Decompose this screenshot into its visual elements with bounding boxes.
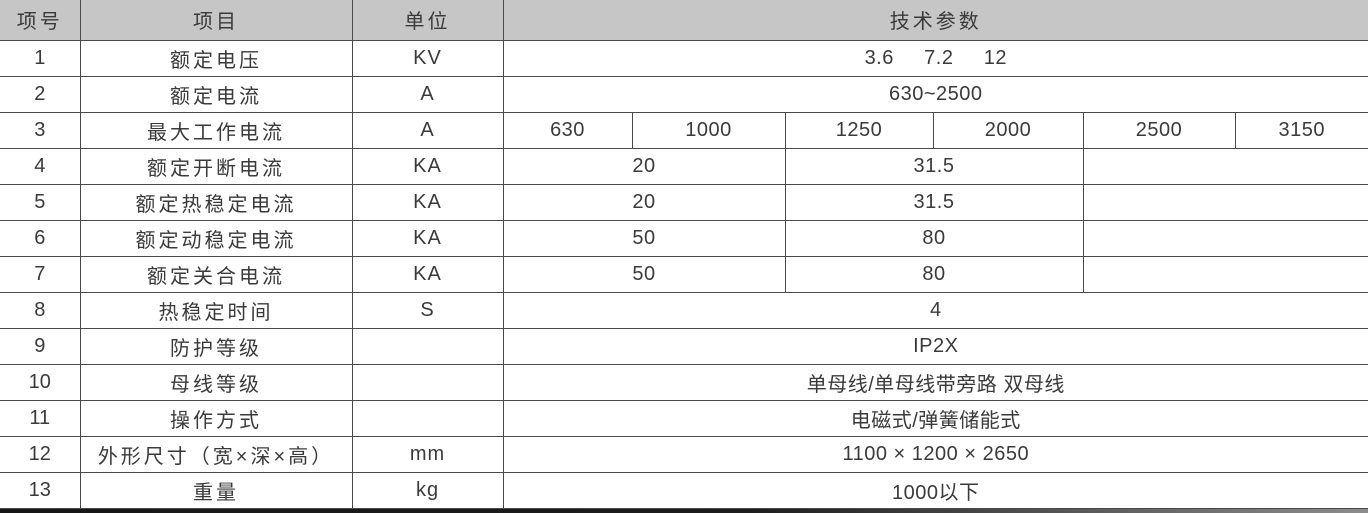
param-cell: 2500 bbox=[1082, 111, 1236, 149]
param-cell: 4 bbox=[502, 291, 1368, 329]
item-name-cell: 额定开断电流 bbox=[79, 147, 353, 185]
param-cell: 20 bbox=[502, 147, 786, 185]
item-name-cell: 最大工作电流 bbox=[79, 111, 353, 149]
item-name-cell: 防护等级 bbox=[79, 327, 353, 365]
item-no-cell: 8 bbox=[0, 291, 81, 329]
param-cell: 1000以下 bbox=[502, 471, 1368, 509]
unit-cell bbox=[351, 399, 504, 437]
table-row: 7 额定关合电流 KA 50 80 bbox=[0, 255, 1368, 293]
table-row: 10 母线等级 单母线/单母线带旁路 双母线 bbox=[0, 363, 1368, 401]
param-cell: 1250 bbox=[784, 111, 934, 149]
param-cell bbox=[1082, 255, 1368, 293]
item-no-cell: 11 bbox=[0, 399, 81, 437]
item-no-cell: 7 bbox=[0, 255, 81, 293]
header-item: 项目 bbox=[79, 0, 353, 41]
unit-cell: KV bbox=[351, 39, 504, 77]
item-name-cell: 操作方式 bbox=[79, 399, 353, 437]
param-cell: 80 bbox=[784, 219, 1084, 257]
unit-cell: KA bbox=[351, 147, 504, 185]
param-cell: 50 bbox=[502, 219, 786, 257]
table-row: 12 外形尺寸（宽×深×高） mm 1100 × 1200 × 2650 bbox=[0, 435, 1368, 473]
param-cell: 3.6 7.2 12 bbox=[502, 39, 1368, 77]
unit-cell: mm bbox=[351, 435, 504, 473]
item-no-cell: 5 bbox=[0, 183, 81, 221]
table-row: 4 额定开断电流 KA 20 31.5 bbox=[0, 147, 1368, 185]
unit-cell bbox=[351, 363, 504, 401]
bottom-border-rule bbox=[0, 508, 1368, 513]
item-no-cell: 3 bbox=[0, 111, 81, 149]
item-no-cell: 1 bbox=[0, 39, 81, 77]
item-name-cell: 额定关合电流 bbox=[79, 255, 353, 293]
param-cell: 3150 bbox=[1234, 111, 1368, 149]
header-item-no: 项号 bbox=[0, 0, 81, 41]
param-cell: 单母线/单母线带旁路 双母线 bbox=[502, 363, 1368, 401]
unit-cell: KA bbox=[351, 219, 504, 257]
item-name-cell: 外形尺寸（宽×深×高） bbox=[79, 435, 353, 473]
param-cell: 1000 bbox=[631, 111, 786, 149]
param-cell: 1100 × 1200 × 2650 bbox=[502, 435, 1368, 473]
header-row: 项号 项目 单位 技术参数 bbox=[0, 0, 1368, 41]
item-name-cell: 母线等级 bbox=[79, 363, 353, 401]
item-no-cell: 13 bbox=[0, 471, 81, 509]
unit-cell: kg bbox=[351, 471, 504, 509]
item-name-cell: 额定动稳定电流 bbox=[79, 219, 353, 257]
table-row: 3 最大工作电流 A 630 1000 1250 2000 2500 3150 bbox=[0, 111, 1368, 149]
table-row: 5 额定热稳定电流 KA 20 31.5 bbox=[0, 183, 1368, 221]
table-row: 2 额定电流 A 630~2500 bbox=[0, 75, 1368, 113]
param-cell: 31.5 bbox=[784, 147, 1084, 185]
unit-cell: KA bbox=[351, 255, 504, 293]
unit-cell bbox=[351, 327, 504, 365]
item-name-cell: 额定热稳定电流 bbox=[79, 183, 353, 221]
table-row: 13 重量 kg 1000以下 bbox=[0, 471, 1368, 509]
item-no-cell: 10 bbox=[0, 363, 81, 401]
param-cell: 31.5 bbox=[784, 183, 1084, 221]
item-name-cell: 额定电压 bbox=[79, 39, 353, 77]
param-cell: 630 bbox=[502, 111, 633, 149]
unit-cell: KA bbox=[351, 183, 504, 221]
param-cell: 80 bbox=[784, 255, 1084, 293]
param-cell: 50 bbox=[502, 255, 786, 293]
param-cell: 630~2500 bbox=[502, 75, 1368, 113]
param-cell bbox=[1082, 183, 1368, 221]
unit-cell: S bbox=[351, 291, 504, 329]
param-cell: IP2X bbox=[502, 327, 1368, 365]
param-cell: 电磁式/弹簧储能式 bbox=[502, 399, 1368, 437]
param-cell: 20 bbox=[502, 183, 786, 221]
table-row: 9 防护等级 IP2X bbox=[0, 327, 1368, 365]
unit-cell: A bbox=[351, 111, 504, 149]
item-no-cell: 9 bbox=[0, 327, 81, 365]
item-no-cell: 2 bbox=[0, 75, 81, 113]
item-no-cell: 4 bbox=[0, 147, 81, 185]
table-row: 6 额定动稳定电流 KA 50 80 bbox=[0, 219, 1368, 257]
param-cell: 2000 bbox=[932, 111, 1084, 149]
header-unit: 单位 bbox=[351, 0, 504, 41]
table-row: 8 热稳定时间 S 4 bbox=[0, 291, 1368, 329]
item-name-cell: 额定电流 bbox=[79, 75, 353, 113]
param-cell bbox=[1082, 219, 1368, 257]
item-no-cell: 12 bbox=[0, 435, 81, 473]
unit-cell: A bbox=[351, 75, 504, 113]
header-params: 技术参数 bbox=[502, 0, 1368, 41]
table-row: 11 操作方式 电磁式/弹簧储能式 bbox=[0, 399, 1368, 437]
table-row: 1 额定电压 KV 3.6 7.2 12 bbox=[0, 39, 1368, 77]
param-cell bbox=[1082, 147, 1368, 185]
item-name-cell: 重量 bbox=[79, 471, 353, 509]
item-no-cell: 6 bbox=[0, 219, 81, 257]
item-name-cell: 热稳定时间 bbox=[79, 291, 353, 329]
